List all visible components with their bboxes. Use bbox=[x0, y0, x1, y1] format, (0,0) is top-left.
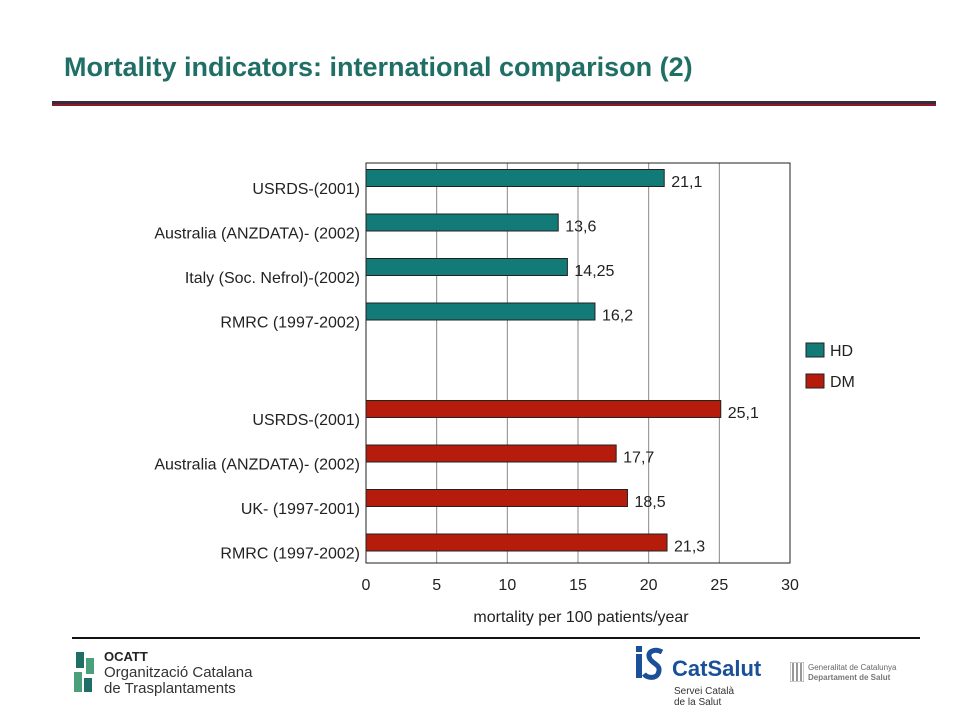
generalitat-logo: Generalitat de Catalunya Departament de … bbox=[790, 662, 930, 686]
legend-swatch-hd bbox=[805, 342, 825, 358]
ocatt-name-line2: de Trasplantaments bbox=[104, 680, 236, 697]
bar-dm-1 bbox=[365, 444, 617, 463]
footer-divider bbox=[72, 637, 920, 639]
x-axis-title: mortality per 100 patients/year bbox=[473, 609, 689, 626]
value-label-dm-2: 18,5 bbox=[634, 494, 665, 511]
ocatt-logo-icon bbox=[74, 652, 94, 692]
ocatt-name-line1: Organització Catalana bbox=[104, 664, 253, 681]
bar-dm-0 bbox=[365, 400, 722, 418]
catsalut-line1: Servei Català bbox=[674, 686, 735, 697]
catsalut-logo-icon bbox=[636, 646, 664, 680]
category-label-dm-2: UK- (1997-2001) bbox=[241, 501, 360, 518]
ocatt-acronym: OCATT bbox=[104, 649, 148, 664]
value-label-hd-1: 13,6 bbox=[565, 219, 596, 236]
x-tick-label: 5 bbox=[432, 577, 441, 594]
category-label-dm-3: RMRC (1997-2002) bbox=[220, 546, 360, 563]
category-labels: USRDS-(2001) Australia (ANZDATA)- (2002) I… bbox=[154, 181, 360, 563]
value-label-hd-2: 14,25 bbox=[574, 263, 614, 280]
x-tick-label: 20 bbox=[640, 577, 658, 594]
catsalut-logo: CatSalut Servei Català de la Salut bbox=[636, 646, 786, 708]
category-label-hd-2: Italy (Soc. Nefrol)-(2002) bbox=[185, 270, 360, 287]
slide-title: Mortality indicators: international comp… bbox=[64, 52, 693, 82]
category-label-hd-3: RMRC (1997-2002) bbox=[220, 315, 360, 332]
x-tick-label: 30 bbox=[781, 577, 799, 594]
generalitat-line1: Generalitat de Catalunya bbox=[808, 663, 897, 672]
generalitat-flag-icon bbox=[790, 662, 804, 682]
bar-hd-2 bbox=[365, 258, 568, 276]
chart-bars bbox=[365, 169, 722, 552]
x-tick-label: 15 bbox=[569, 577, 587, 594]
x-tick-label: 25 bbox=[710, 577, 728, 594]
bar-hd-0 bbox=[365, 169, 665, 187]
category-label-dm-1: Australia (ANZDATA)- (2002) bbox=[154, 457, 360, 474]
legend-label-dm: DM bbox=[830, 374, 855, 391]
bar-hd-1 bbox=[365, 213, 559, 232]
value-labels: 21,1 13,6 14,25 16,2 25,1 17,7 18,5 21,3 bbox=[565, 174, 759, 556]
value-label-dm-3: 21,3 bbox=[674, 539, 705, 556]
x-tick-label: 10 bbox=[498, 577, 516, 594]
generalitat-line2: Departament de Salut bbox=[808, 673, 891, 682]
category-label-hd-1: Australia (ANZDATA)- (2002) bbox=[154, 226, 360, 243]
legend-swatch-dm bbox=[805, 373, 825, 389]
ocatt-logo: OCATT Organització Catalana de Trasplant… bbox=[72, 648, 272, 698]
title-divider bbox=[52, 101, 936, 104]
value-label-dm-0: 25,1 bbox=[728, 405, 759, 422]
bar-dm-3 bbox=[365, 533, 668, 552]
title-divider-shadow bbox=[52, 104, 936, 106]
plot-area-frame bbox=[365, 162, 791, 564]
catsalut-line2: de la Salut bbox=[674, 697, 722, 708]
category-label-dm-0: USRDS-(2001) bbox=[252, 412, 360, 429]
value-label-dm-1: 17,7 bbox=[623, 450, 654, 467]
value-label-hd-0: 21,1 bbox=[671, 174, 702, 191]
catsalut-name: CatSalut bbox=[672, 656, 762, 681]
category-label-hd-0: USRDS-(2001) bbox=[252, 181, 360, 198]
bar-hd-3 bbox=[365, 302, 596, 321]
x-tick-labels: 0 5 10 15 20 25 30 bbox=[362, 577, 799, 594]
chart-legend: HD DM bbox=[805, 342, 855, 391]
x-tick-label: 0 bbox=[362, 577, 371, 594]
value-label-hd-3: 16,2 bbox=[602, 308, 633, 325]
bar-dm-2 bbox=[365, 489, 628, 507]
legend-label-hd: HD bbox=[830, 343, 853, 360]
